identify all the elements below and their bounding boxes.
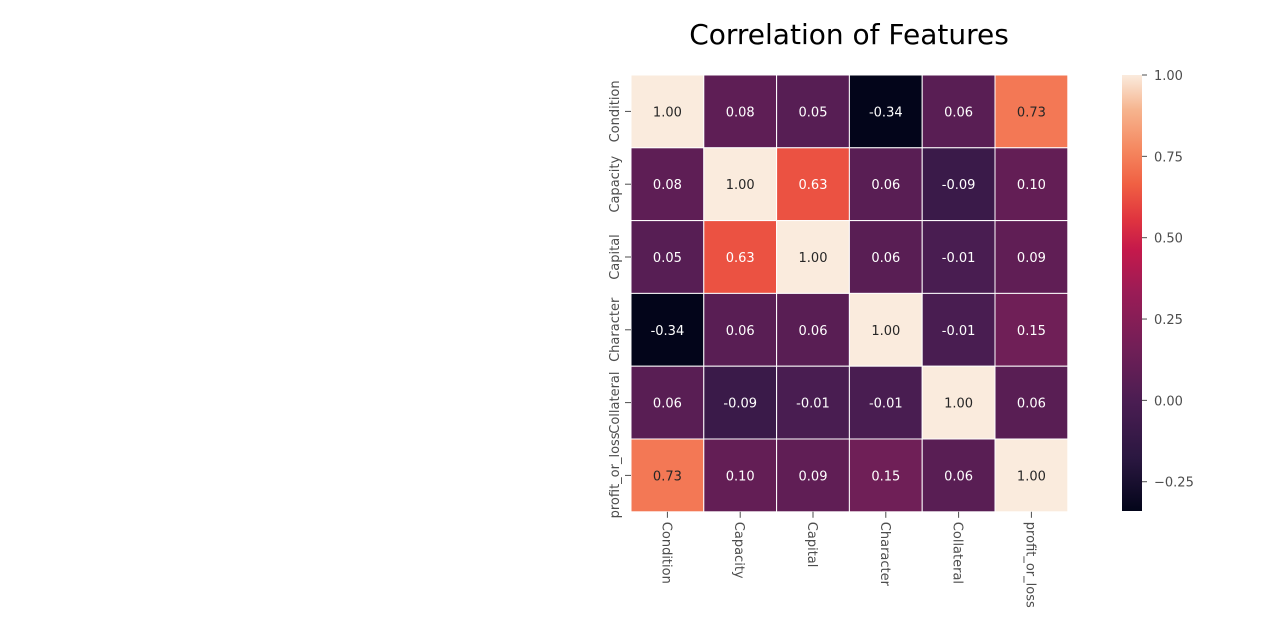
heatmap-cell — [848, 365, 923, 440]
cell-value-label: 0.06 — [944, 105, 973, 120]
cell-value-label: 0.05 — [653, 251, 682, 266]
y-tick-label: Collateral — [608, 371, 623, 433]
cell-value-label: 0.05 — [799, 105, 828, 120]
heatmap-cell — [921, 74, 996, 149]
heatmap-cell — [630, 220, 705, 294]
heatmap-cell — [848, 292, 923, 367]
cell-value-label: 1.00 — [799, 251, 828, 266]
cell-value-label: -0.01 — [869, 397, 903, 412]
cell-value-label: -0.09 — [723, 397, 757, 412]
cell-value-label: 1.00 — [726, 178, 755, 193]
colorbar: 1.00 0.75 0.50 0.25 0.00 −0.25 — [1122, 69, 1194, 511]
colorbar-tick-label: 0.75 — [1154, 150, 1183, 165]
colorbar-tick-label: −0.25 — [1154, 476, 1194, 491]
cell-value-label: 0.06 — [871, 178, 900, 193]
x-tick-label: Character — [877, 522, 892, 587]
heatmap-cell — [994, 74, 1069, 149]
cell-value-label: 0.08 — [726, 105, 755, 120]
colorbar-tick-label: 0.25 — [1154, 313, 1183, 328]
heatmap-cell — [630, 438, 705, 513]
colorbar-tick-label: 1.00 — [1154, 69, 1183, 84]
heatmap-cell — [994, 292, 1069, 367]
cell-value-label: 0.06 — [726, 324, 755, 339]
heatmap-cell — [994, 365, 1069, 440]
heatmap-cell — [703, 220, 778, 294]
x-tick-label: Collateral — [950, 522, 965, 584]
cell-value-label: 0.06 — [653, 397, 682, 412]
cell-value-label: 0.73 — [653, 469, 682, 484]
x-axis-labels: Condition Capacity Capital Character Collate… — [658, 511, 1037, 608]
y-tick-label: Condition — [608, 80, 623, 142]
heatmap-cell — [921, 438, 996, 513]
cell-value-label: -0.34 — [869, 105, 903, 120]
cell-value-label: 0.73 — [1017, 105, 1046, 120]
heatmap-cell — [630, 365, 705, 440]
colorbar-tick-label: 0.00 — [1154, 394, 1183, 409]
y-tick-label: profit_or_loss — [608, 432, 623, 518]
cell-value-label: 1.00 — [871, 324, 900, 339]
heatmap-cell — [703, 147, 778, 222]
heatmap-cell — [848, 74, 923, 149]
heatmap-cell — [994, 147, 1069, 222]
chart-title: Correlation of Features — [689, 18, 1009, 51]
y-axis-labels: Condition Capacity Capital Character Collate… — [608, 80, 631, 518]
heatmap-cell — [921, 292, 996, 367]
cell-value-label: 1.00 — [1017, 469, 1046, 484]
cell-value-label: 0.06 — [944, 469, 973, 484]
heatmap-cells: 1.00 0.08 0.05 -0.34 0.06 0.73 0.08 1.00 0.63 0.0… — [630, 74, 1069, 513]
cell-value-label: 0.63 — [726, 251, 755, 266]
cell-value-label: -0.01 — [796, 397, 830, 412]
cell-value-label: -0.01 — [942, 251, 976, 266]
heatmap-cell — [994, 438, 1069, 513]
x-tick-label: Capital — [804, 522, 819, 568]
heatmap-cell — [776, 74, 850, 149]
y-tick-label: Character — [608, 297, 623, 362]
colorbar-tick-label: 0.50 — [1154, 232, 1183, 247]
heatmap-cell — [703, 292, 778, 367]
heatmap-cell — [630, 292, 705, 367]
heatmap-cell — [921, 220, 996, 294]
heatmap-cell — [776, 365, 850, 440]
heatmap-cell — [848, 147, 923, 222]
cell-value-label: 0.06 — [799, 324, 828, 339]
y-tick-label: Capital — [608, 234, 623, 280]
x-tick-label: Capacity — [731, 522, 746, 579]
cell-value-label: -0.34 — [651, 324, 685, 339]
cell-value-label: 1.00 — [944, 397, 973, 412]
heatmap-cell — [703, 74, 778, 149]
x-tick-label: Condition — [658, 522, 673, 584]
cell-value-label: 0.09 — [1017, 251, 1046, 266]
heatmap-cell — [776, 292, 850, 367]
y-tick-label: Capacity — [608, 155, 623, 212]
cell-value-label: 0.06 — [871, 251, 900, 266]
heatmap-cell — [994, 220, 1069, 294]
cell-value-label: 1.00 — [653, 105, 682, 120]
colorbar-gradient — [1122, 75, 1142, 511]
cell-value-label: -0.09 — [942, 178, 976, 193]
cell-value-label: 0.10 — [1017, 178, 1046, 193]
heatmap-cell — [630, 74, 705, 149]
cell-value-label: 0.09 — [799, 469, 828, 484]
cell-value-label: 0.15 — [871, 469, 900, 484]
heatmap-cell — [921, 365, 996, 440]
cell-value-label: 0.08 — [653, 178, 682, 193]
heatmap-cell — [848, 220, 923, 294]
cell-value-label: 0.63 — [799, 178, 828, 193]
x-tick-label: profit_or_loss — [1022, 522, 1037, 608]
cell-value-label: -0.01 — [942, 324, 976, 339]
cell-value-label: 0.10 — [726, 469, 755, 484]
cell-value-label: 0.15 — [1017, 324, 1046, 339]
cell-value-label: 0.06 — [1017, 397, 1046, 412]
